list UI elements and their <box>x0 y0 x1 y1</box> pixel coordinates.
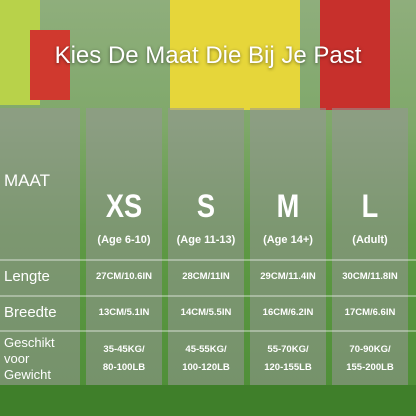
bg-shirt <box>170 0 300 110</box>
cell-text: 35-45KG/ <box>103 344 145 355</box>
column-panel <box>168 108 244 385</box>
cell-text: 155-200LB <box>346 362 394 373</box>
row-divider <box>0 330 416 332</box>
column-panel <box>250 108 326 385</box>
cell-text: 27CM/10.6IN <box>96 271 152 282</box>
cell-text: 120-155LB <box>264 362 312 373</box>
cell-text: 45-55KG/ <box>185 344 227 355</box>
cell-text: 30CM/11.8IN <box>342 271 398 282</box>
column-panel <box>86 108 162 385</box>
age-label: (Age 11-13) <box>176 234 236 246</box>
size-label: S <box>196 188 216 224</box>
cell-text: 55-70KG/ <box>267 344 309 355</box>
cell-text: 100-120LB <box>182 362 230 373</box>
row-label: Lengte <box>4 268 50 285</box>
cell-text: 14CM/5.5IN <box>180 307 232 318</box>
label-panel <box>0 108 80 385</box>
size-label: XS <box>105 188 143 224</box>
title: Kies De Maat Die Bij Je Past <box>54 42 362 69</box>
size-label: L <box>361 188 379 224</box>
row-label: voor <box>4 351 30 366</box>
size-label: M <box>276 188 300 224</box>
age-label: (Adult) <box>352 234 388 246</box>
bg-player <box>320 0 390 110</box>
cell-text: 70-90KG/ <box>349 344 391 355</box>
age-label: (Age 14+) <box>263 234 313 246</box>
corner-label: MAAT <box>4 171 50 190</box>
age-label: (Age 6-10) <box>97 234 151 246</box>
cell-text: 13CM/5.1IN <box>98 307 150 318</box>
bg-grass <box>0 385 416 416</box>
row-label: Geschikt <box>4 335 55 350</box>
column-panel <box>332 108 408 385</box>
cell-text: 80-100LB <box>102 362 146 373</box>
cell-text: 17CM/6.6IN <box>344 307 396 318</box>
row-label: Gewicht <box>4 367 51 382</box>
row-divider <box>0 259 416 261</box>
row-divider <box>0 295 416 297</box>
row-label: Breedte <box>4 304 57 321</box>
cell-text: 16CM/6.2IN <box>262 307 314 318</box>
cell-text: 28CM/11IN <box>182 271 230 282</box>
bg-shorts <box>30 30 70 100</box>
cell-text: 29CM/11.4IN <box>260 271 316 282</box>
